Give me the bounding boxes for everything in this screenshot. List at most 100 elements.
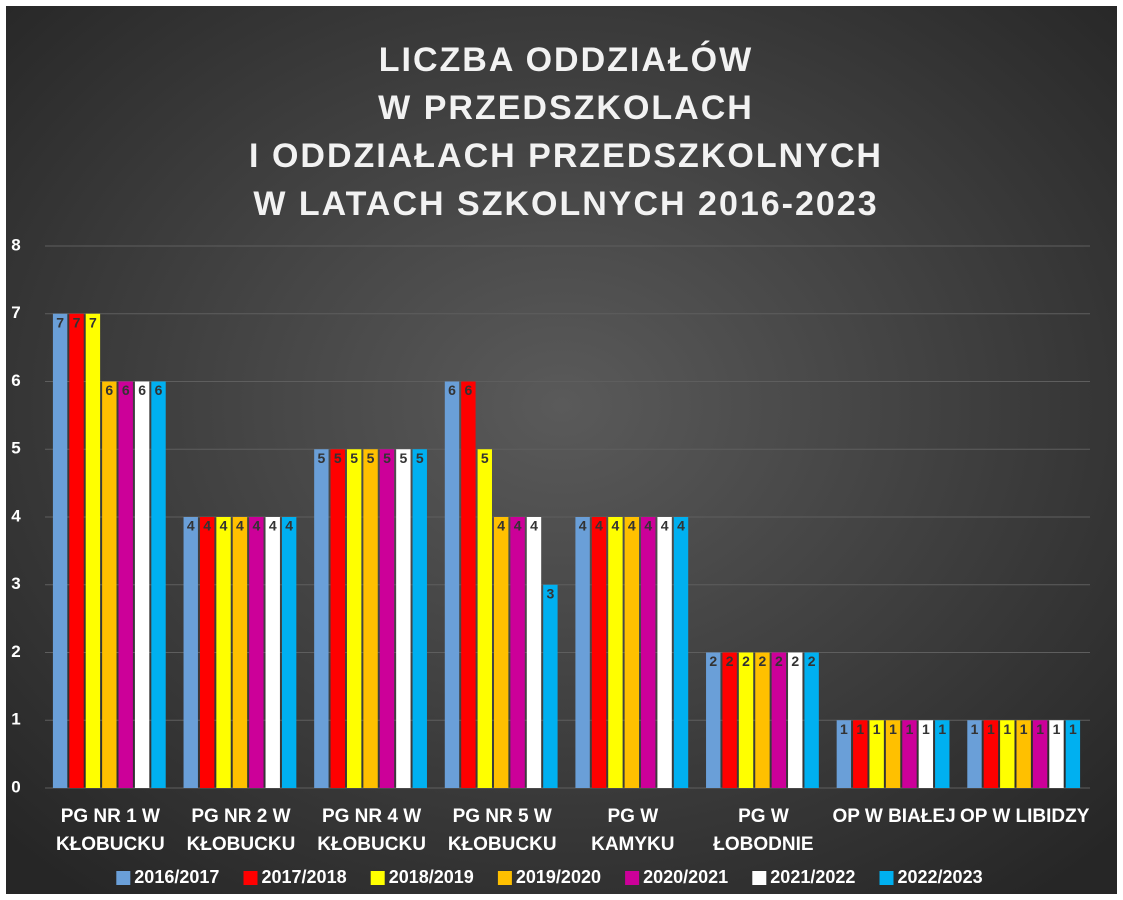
- data-label: 6: [138, 382, 146, 398]
- y-tick-label: 0: [11, 777, 20, 796]
- data-label: 6: [464, 382, 472, 398]
- bar: [151, 381, 166, 788]
- data-label: 5: [317, 450, 325, 466]
- y-tick-label: 5: [11, 439, 20, 458]
- bar: [69, 313, 84, 788]
- y-tick-label: 2: [11, 642, 20, 661]
- legend-label: 2021/2022: [770, 867, 855, 887]
- bar: [477, 449, 492, 788]
- legend-swatch: [497, 871, 512, 885]
- bar: [836, 720, 852, 788]
- data-label: 2: [709, 653, 717, 669]
- x-tick-label: PG NR 4 W KŁOBUCKU: [317, 806, 426, 855]
- bar: [657, 517, 672, 788]
- data-label: 4: [252, 518, 260, 534]
- data-label: 4: [285, 518, 293, 534]
- data-label: 1: [987, 721, 995, 737]
- bar: [624, 517, 640, 788]
- bar: [804, 652, 819, 788]
- bar: [918, 720, 934, 788]
- data-label: 4: [497, 518, 505, 534]
- data-label: 5: [399, 450, 407, 466]
- data-label: 6: [155, 382, 163, 398]
- data-label: 7: [56, 314, 64, 330]
- data-label: 1: [1036, 721, 1044, 737]
- data-label: 6: [122, 382, 130, 398]
- data-label: 1: [922, 721, 930, 737]
- bar: [967, 720, 982, 788]
- legend-label: 2018/2019: [389, 867, 474, 887]
- chart-title: I ODDZIAŁACH PRZEDSZKOLNYCH: [249, 137, 883, 175]
- y-tick-label: 1: [11, 710, 20, 729]
- x-tick-label: PG NR 1 W KŁOBUCKU: [55, 806, 165, 855]
- data-label: 4: [595, 518, 603, 534]
- data-label: 4: [236, 518, 244, 534]
- bar: [314, 449, 329, 788]
- data-label: 5: [334, 450, 342, 466]
- bar: [216, 517, 231, 788]
- data-label: 5: [383, 450, 391, 466]
- x-tick-label: PG NR 2 W KŁOBUCKU: [186, 806, 296, 855]
- bar: [738, 652, 754, 788]
- data-label: 4: [661, 518, 669, 534]
- bar: [461, 381, 476, 788]
- bar: [1049, 720, 1064, 788]
- data-label: 1: [1020, 721, 1028, 737]
- legend-swatch: [370, 871, 385, 885]
- data-label: 1: [840, 721, 848, 737]
- bar: [183, 517, 198, 788]
- data-label: 1: [889, 721, 897, 737]
- bar: [102, 381, 117, 788]
- chart-title: LICZBA ODDZIAŁÓW: [379, 41, 753, 79]
- bar: [363, 449, 378, 788]
- bar: [1065, 720, 1081, 788]
- bar: [543, 584, 558, 788]
- chart-title: W LATACH SZKOLNYCH 2016-2023: [253, 185, 878, 223]
- bar: [510, 517, 525, 788]
- bar: [85, 313, 101, 788]
- y-tick-label: 7: [11, 303, 20, 322]
- bar: [608, 517, 623, 788]
- bar: [412, 449, 427, 788]
- bar: [869, 720, 884, 788]
- data-label: 5: [367, 450, 375, 466]
- data-label: 1: [938, 721, 946, 737]
- legend-label: 2016/2017: [134, 867, 219, 887]
- bar: [265, 517, 280, 788]
- data-label: 4: [203, 518, 211, 534]
- bar: [935, 720, 950, 788]
- bar: [853, 720, 868, 788]
- y-tick-label: 4: [11, 506, 21, 525]
- bar: [575, 517, 590, 788]
- legend-swatch: [243, 871, 258, 885]
- bar: [199, 517, 215, 788]
- bar: [232, 517, 248, 788]
- data-label: 7: [89, 314, 97, 330]
- data-label: 4: [612, 518, 620, 534]
- bar: [379, 449, 395, 788]
- data-label: 4: [514, 518, 522, 534]
- data-label: 4: [579, 518, 587, 534]
- bar: [444, 381, 460, 788]
- bar: [1000, 720, 1015, 788]
- chart-title: W PRZEDSZKOLACH: [378, 89, 754, 127]
- data-label: 5: [416, 450, 424, 466]
- data-label: 2: [791, 653, 799, 669]
- bar: [722, 652, 737, 788]
- bar: [396, 449, 411, 788]
- y-tick-label: 6: [11, 371, 20, 390]
- bar: [330, 449, 345, 788]
- bar: [771, 652, 787, 788]
- data-label: 4: [187, 518, 195, 534]
- bar: [52, 313, 68, 788]
- x-tick-label: OP W BIAŁEJ: [832, 806, 956, 827]
- bar: [134, 381, 150, 788]
- bar: [673, 517, 689, 788]
- data-label: 2: [726, 653, 734, 669]
- bar: [591, 517, 607, 788]
- y-tick-label: 3: [11, 574, 20, 593]
- data-label: 4: [220, 518, 228, 534]
- data-label: 6: [105, 382, 113, 398]
- legend-label: 2019/2020: [516, 867, 601, 887]
